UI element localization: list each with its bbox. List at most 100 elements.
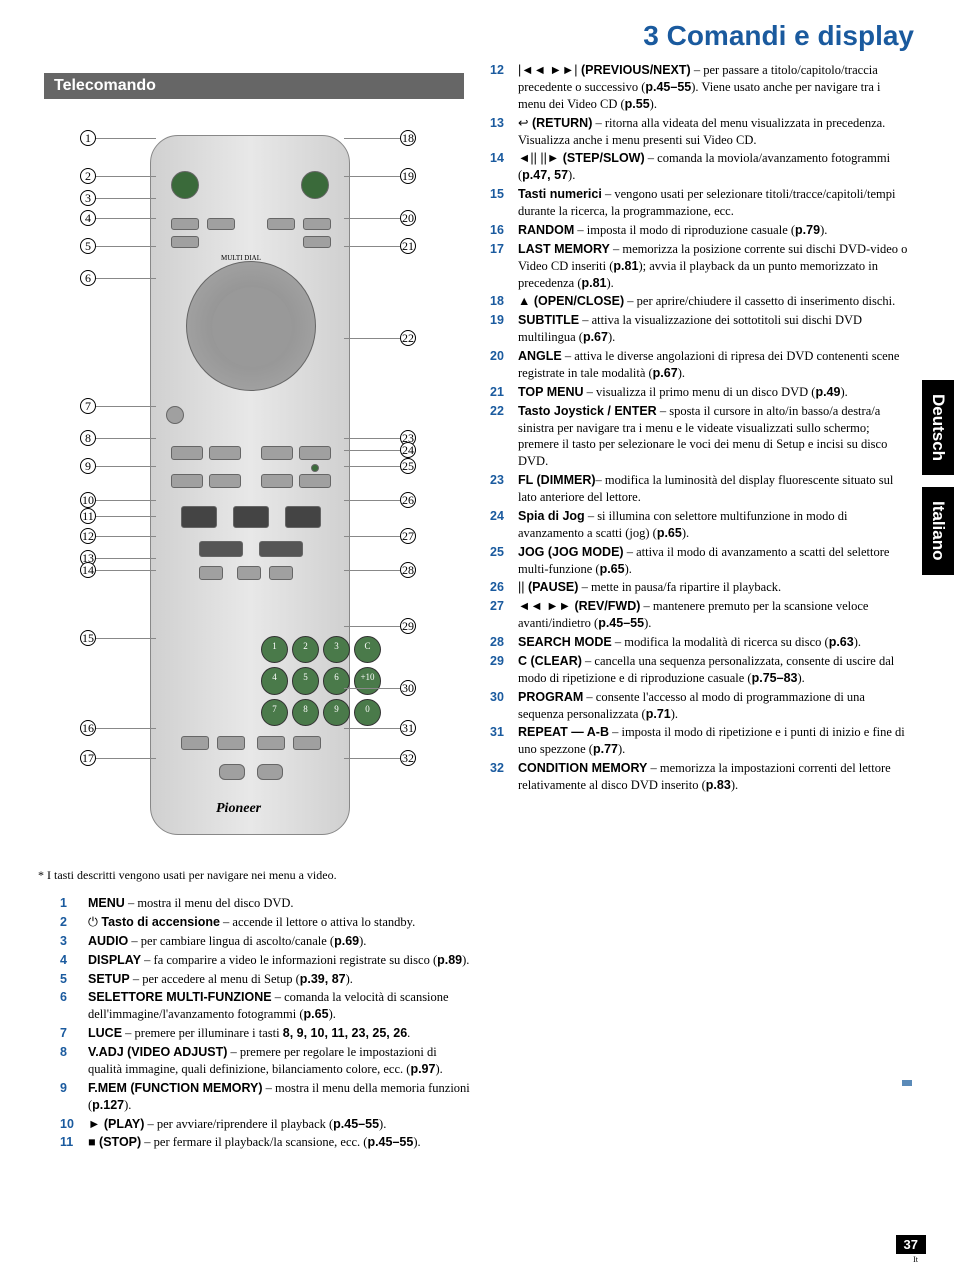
callout-line [344,626,400,627]
callout-line [96,638,156,639]
item-text: ► (PLAY) – per avviare/riprendere il pla… [88,1116,470,1133]
item-number: 2 [60,914,88,931]
callout-line [96,728,156,729]
callout-line [96,198,156,199]
bottom-btn [181,736,209,750]
row-btn [209,446,241,460]
item-number: 14 [490,150,518,184]
item-tail: ). [840,385,847,399]
return-button [199,566,223,580]
item-label: TOP MENU [518,385,584,399]
item-text: DISPLAY – fa comparire a video le inform… [88,952,470,969]
numpad-button: 3 [323,636,350,663]
item-label: V.ADJ (VIDEO ADJUST) [88,1045,227,1059]
item-text: PROGRAM – consente l'accesso al modo di … [518,689,910,723]
page-ref: p.75–83 [752,671,798,685]
item-desc: – modifica la modalità di ricerca su dis… [612,635,829,649]
control-icon: ■ [88,1135,96,1149]
item-label: SETUP [88,972,130,986]
item-label: (RETURN) [528,116,592,130]
control-icon: |◄◄ ►►| [518,63,577,77]
small-btn [303,218,331,230]
item-number: 9 [60,1080,88,1114]
item-desc: – fa comparire a video le informazioni r… [141,953,437,967]
item-label: Tasti numerici [518,187,602,201]
item-number: 1 [60,895,88,912]
item-text: SUBTITLE – attiva la visualizzazione dei… [518,312,910,346]
power-button [171,171,199,199]
item-number: 17 [490,241,518,292]
item-text: Tasti numerici – vengono usati per selez… [518,186,910,220]
page-ref: p.65 [600,562,625,576]
list-item: 32CONDITION MEMORY – memorizza la impost… [490,760,910,794]
item-tail: ). [854,635,861,649]
bottom-btn [257,764,283,780]
item-tail: ). [568,168,575,182]
tab-deutsch: Deutsch [922,380,954,475]
item-tail: ). [671,707,678,721]
page-ref: p.65 [657,526,682,540]
pause-button [285,506,321,528]
callout-number: 22 [400,330,416,346]
item-text: SEARCH MODE – modifica la modalità di ri… [518,634,910,651]
callout-line [344,758,400,759]
item-number: 28 [490,634,518,651]
item-label: ANGLE [518,349,562,363]
item-text: V.ADJ (VIDEO ADJUST) – premere per regol… [88,1044,470,1078]
bottom-btn [219,764,245,780]
item-tail: ). [413,1135,420,1149]
callout-line [96,246,156,247]
item-text: AUDIO – per cambiare lingua di ascolto/c… [88,933,470,950]
item-number: 8 [60,1044,88,1078]
list-item: 7LUCE – premere per illuminare i tasti 8… [60,1025,470,1042]
page-ref: p.77 [593,742,618,756]
item-text: SELETTORE MULTI-FUNZIONE – comanda la ve… [88,989,470,1023]
callout-line [96,500,156,501]
item-number: 21 [490,384,518,401]
item-text: ↩ (RETURN) – ritorna alla videata del me… [518,115,910,149]
page-ref: p.67 [653,366,678,380]
row-btn [209,474,241,488]
row-btn [171,474,203,488]
item-tail: ). [607,276,614,290]
callout-number: 11 [80,508,96,524]
callout-line [344,728,400,729]
callout-line [96,218,156,219]
item-label: (PAUSE) [525,580,579,594]
callout-number: 31 [400,720,416,736]
item-number: 27 [490,598,518,632]
list-item: 26|| (PAUSE) – mette in pausa/fa riparti… [490,579,910,596]
page-ref: p.45–55 [367,1135,413,1149]
item-number: 4 [60,952,88,969]
item-tail: ). [731,778,738,792]
callout-number: 3 [80,190,96,206]
row-btn [299,446,331,460]
callout-number: 9 [80,458,96,474]
numpad-button: 8 [292,699,319,726]
play-button [233,506,269,528]
item-label: C (CLEAR) [518,654,582,668]
item-text: || (PAUSE) – mette in pausa/fa ripartire… [518,579,910,596]
callout-number: 28 [400,562,416,578]
left-item-list: 1MENU – mostra il menu del disco DVD.2⏻ … [60,895,470,1153]
item-label: REPEAT — A-B [518,725,609,739]
item-tail: ). [329,1007,336,1021]
list-item: 16RANDOM – imposta il modo di riproduzio… [490,222,910,239]
list-item: 17LAST MEMORY – memorizza la posizione c… [490,241,910,292]
page-ref: p.49 [815,385,840,399]
callout-number: 30 [400,680,416,696]
item-label: SEARCH MODE [518,635,612,649]
list-item: 14◄|| ||► (STEP/SLOW) – comanda la movio… [490,150,910,184]
page-ref: p.65 [304,1007,329,1021]
open-close-button [301,171,329,199]
list-item: 1MENU – mostra il menu del disco DVD. [60,895,470,912]
list-item: 24Spia di Jog – si illumina con selettor… [490,508,910,542]
item-desc: – accende il lettore o attiva lo standby… [220,915,415,929]
callout-number: 6 [80,270,96,286]
item-label: RANDOM [518,223,574,237]
multi-dial [186,261,316,391]
list-item: 12|◄◄ ►►| (PREVIOUS/NEXT) – per passare … [490,62,910,113]
control-icon: ► [88,1117,100,1131]
step-rev-button [237,566,261,580]
item-number: 31 [490,724,518,758]
